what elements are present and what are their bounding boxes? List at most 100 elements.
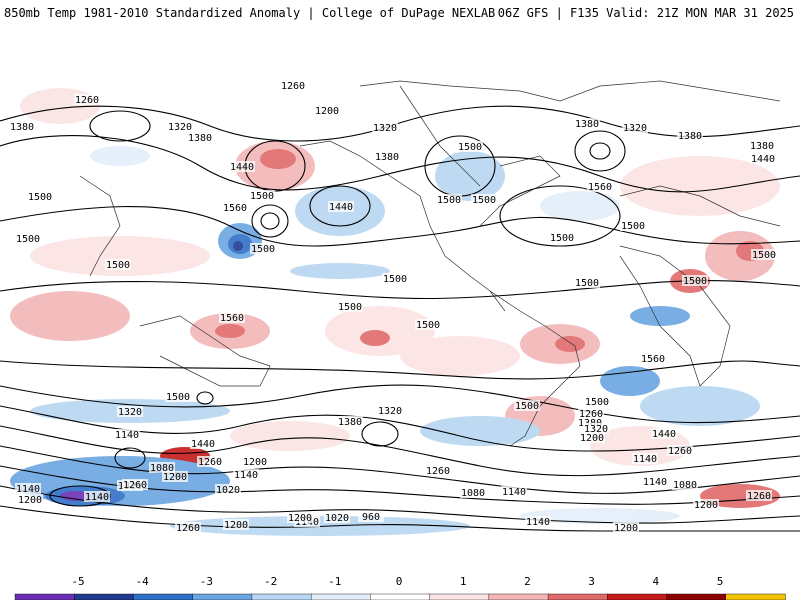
contour-label: 1200 <box>694 500 718 511</box>
contour-label: 1440 <box>230 162 254 173</box>
contour-label: 1320 <box>373 123 397 134</box>
contour-label: 1200 <box>288 513 312 524</box>
contour-label: 1320 <box>378 406 402 417</box>
colorbar-swatch <box>14 593 75 601</box>
colorbar-swatch <box>488 593 549 601</box>
contour-label: 1380 <box>575 119 599 130</box>
colorbar-swatch <box>133 593 194 601</box>
colorbar-tick-label: -5 <box>71 575 84 588</box>
contour-label: 1140 <box>643 477 667 488</box>
contour-label: 1440 <box>191 439 215 450</box>
contour-label: 1380 <box>375 152 399 163</box>
contour-label: 1500 <box>621 221 645 232</box>
contour-label: 1200 <box>580 433 604 444</box>
contour-label: 1260 <box>198 457 222 468</box>
contour-label: 1260 <box>579 409 603 420</box>
colorbar-swatch <box>607 593 668 601</box>
contour-label: 1260 <box>426 466 450 477</box>
contour-label: 1260 <box>281 81 305 92</box>
contour-label: 1200 <box>18 495 42 506</box>
contour-label: 1440 <box>329 202 353 213</box>
contour-label: 1320 <box>623 123 647 134</box>
contour-label: 1500 <box>251 244 275 255</box>
contour-label: 1140 <box>526 517 550 528</box>
contour-label: 1500 <box>16 234 40 245</box>
contour-label: 1320 <box>584 424 608 435</box>
contour-label: 1020 <box>325 513 349 524</box>
map-title: 850mb Temp 1981-2010 Standardized Anomal… <box>4 6 496 20</box>
contour-label: 960 <box>362 512 380 523</box>
model-run-info: 06Z GFS | F135 Valid: 21Z MON MAR 31 202… <box>497 6 794 20</box>
contour-label: 1500 <box>383 274 407 285</box>
colorbar-swatch <box>74 593 135 601</box>
contour-label: 1080 <box>150 463 174 474</box>
contour-label: 1500 <box>515 401 539 412</box>
contour-label: 1140 <box>234 470 258 481</box>
colorbar-tick-label: -4 <box>136 575 150 588</box>
contour-label: 1260 <box>123 480 147 491</box>
colorbar-swatch <box>666 593 727 601</box>
contour-label: 1260 <box>668 446 692 457</box>
contour-label: 1200 <box>243 457 267 468</box>
contour-label: 1260 <box>75 95 99 106</box>
coastlines <box>79 80 781 447</box>
contour-label: 1200 <box>315 106 339 117</box>
contour-label: 1380 <box>188 133 212 144</box>
contour-label: 1320 <box>118 407 142 418</box>
contour-label: 1500 <box>28 192 52 203</box>
contour-label: 1500 <box>585 397 609 408</box>
contour-label: 1500 <box>458 142 482 153</box>
contour-label: 1440 <box>652 429 676 440</box>
contour-label: 1380 <box>678 131 702 142</box>
contour-label: 1380 <box>338 417 362 428</box>
contour-label: 1380 <box>750 141 774 152</box>
contour-label: 1260 <box>747 491 771 502</box>
contour-label: 1500 <box>575 278 599 289</box>
contour-label: 1200 <box>163 472 187 483</box>
contour-label: 1080 <box>673 480 697 491</box>
contour-label: 1500 <box>550 233 574 244</box>
colorbar-swatch <box>192 593 253 601</box>
contour-label: 1200 <box>614 523 638 534</box>
colorbar-swatch <box>429 593 490 601</box>
contour-label: 1020 <box>216 485 240 496</box>
contour-label: 1500 <box>683 276 707 287</box>
contour-label: 1500 <box>338 302 362 313</box>
contour-label: 1140 <box>502 487 526 498</box>
contour-label: 1500 <box>106 260 130 271</box>
contour-label: 1380 <box>10 122 34 133</box>
contour-label: 1500 <box>250 191 274 202</box>
colorbar-tick-label: 1 <box>460 575 467 588</box>
contour-label: 1140 <box>16 484 40 495</box>
contour-label: 1140 <box>633 454 657 465</box>
contour-label: 1500 <box>416 320 440 331</box>
contour-label: 1140 <box>115 430 139 441</box>
colorbar-tick-label: -3 <box>200 575 213 588</box>
colorbar-legend: -5 -4 -3 -2 -1 0 1 2 3 4 5 <box>0 570 800 601</box>
contour-label: 1140 <box>85 492 109 503</box>
contour-label: 1080 <box>461 488 485 499</box>
anomaly-map[interactable]: 1260 1260 1200 1380 1320 1380 1440 1380 1320 1560… <box>0 26 800 540</box>
colorbar-swatch <box>547 593 609 601</box>
colorbar-tick-label: -1 <box>328 575 341 588</box>
contour-label: 1320 <box>168 122 192 133</box>
colorbar-swatch <box>251 593 312 601</box>
colorbar-tick-label: 2 <box>524 575 531 588</box>
colorbar-swatch <box>370 593 431 601</box>
contour-label: 1560 <box>220 313 244 324</box>
contour-label: 1560 <box>588 182 612 193</box>
contour-label: 1440 <box>751 154 775 165</box>
colorbar-swatch <box>310 593 372 601</box>
colorbar-tick-label: -2 <box>264 575 277 588</box>
colorbar-tick-label: 4 <box>652 575 659 588</box>
contour-label: 1500 <box>752 250 776 261</box>
contour-label: 1560 <box>223 203 247 214</box>
contour-label: 1500 <box>166 392 190 403</box>
colorbar-swatch <box>725 593 786 601</box>
colorbar-tick-label: 0 <box>396 575 403 588</box>
contour-label: 1560 <box>641 354 665 365</box>
contour-label: 1500 <box>472 195 496 206</box>
contour-label: 1500 <box>437 195 461 206</box>
colorbar-tick-label: 5 <box>717 575 724 588</box>
